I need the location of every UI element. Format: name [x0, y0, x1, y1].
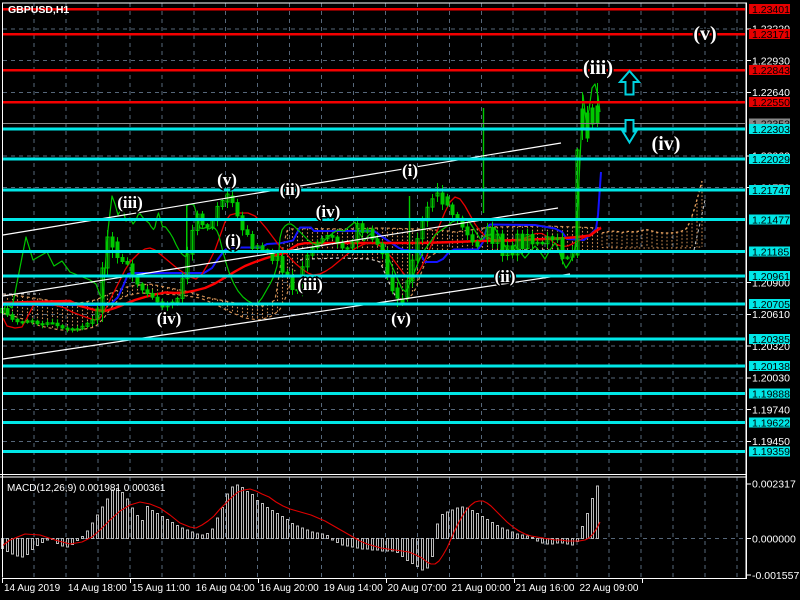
svg-text:(iii): (iii): [583, 57, 613, 79]
svg-text:(i): (i): [402, 161, 418, 180]
svg-text:21 Aug 16:00: 21 Aug 16:00: [516, 583, 575, 594]
svg-text:1.20385: 1.20385: [752, 334, 790, 346]
svg-text:14 Aug 2019: 14 Aug 2019: [4, 583, 61, 594]
svg-text:0.002317: 0.002317: [752, 479, 796, 491]
svg-text:(v): (v): [217, 170, 237, 189]
svg-text:19 Aug 14:00: 19 Aug 14:00: [324, 583, 383, 594]
svg-text:1.19888: 1.19888: [752, 388, 790, 400]
svg-text:1.22029: 1.22029: [752, 154, 790, 166]
svg-text:1.20961: 1.20961: [752, 271, 790, 283]
svg-text:1.21747: 1.21747: [752, 185, 790, 197]
svg-text:1.21185: 1.21185: [752, 246, 789, 258]
svg-text:16 Aug 04:00: 16 Aug 04:00: [196, 583, 255, 594]
svg-text:(iii): (iii): [117, 193, 143, 212]
svg-text:1.20138: 1.20138: [752, 361, 790, 373]
svg-text:1.19740: 1.19740: [752, 405, 790, 417]
svg-text:14 Aug 18:00: 14 Aug 18:00: [68, 583, 127, 594]
svg-text:-0.001557: -0.001557: [752, 570, 799, 582]
svg-text:1.23401: 1.23401: [752, 4, 790, 16]
svg-text:1.20705: 1.20705: [752, 299, 790, 311]
svg-text:0.000000: 0.000000: [752, 533, 796, 545]
svg-text:(ii): (ii): [280, 180, 301, 199]
svg-text:1.19450: 1.19450: [752, 436, 790, 448]
svg-text:MACD(12,26,9) 0.001981 0.00036: MACD(12,26,9) 0.001981 0.000361: [7, 483, 166, 494]
svg-text:1.23171: 1.23171: [752, 29, 790, 41]
svg-text:16 Aug 20:00: 16 Aug 20:00: [260, 583, 319, 594]
svg-text:(iii): (iii): [297, 275, 323, 294]
svg-text:(ii): (ii): [495, 267, 516, 286]
svg-text:1.22550: 1.22550: [752, 97, 790, 109]
svg-text:1.21477: 1.21477: [752, 214, 790, 226]
svg-text:GBPUSD,H1: GBPUSD,H1: [8, 4, 69, 16]
svg-text:1.22640: 1.22640: [752, 87, 790, 99]
svg-text:(v): (v): [391, 309, 411, 328]
svg-text:20 Aug 07:00: 20 Aug 07:00: [388, 583, 447, 594]
svg-text:(iv): (iv): [157, 309, 182, 328]
svg-text:1.20030: 1.20030: [752, 373, 790, 385]
svg-text:1.19622: 1.19622: [752, 417, 790, 429]
svg-text:1.19359: 1.19359: [752, 446, 790, 458]
svg-text:(iv): (iv): [652, 133, 681, 155]
svg-text:(i): (i): [225, 231, 241, 250]
svg-text:1.22930: 1.22930: [752, 55, 790, 67]
svg-text:15 Aug 11:00: 15 Aug 11:00: [132, 583, 191, 594]
svg-text:1.20610: 1.20610: [752, 309, 790, 321]
svg-text:1.22303: 1.22303: [752, 124, 790, 136]
svg-text:1.22843: 1.22843: [752, 65, 790, 77]
svg-text:(iv): (iv): [316, 202, 341, 221]
svg-text:(v): (v): [693, 23, 716, 45]
svg-text:22 Aug 09:00: 22 Aug 09:00: [580, 583, 639, 594]
svg-text:21 Aug 00:00: 21 Aug 00:00: [452, 583, 511, 594]
